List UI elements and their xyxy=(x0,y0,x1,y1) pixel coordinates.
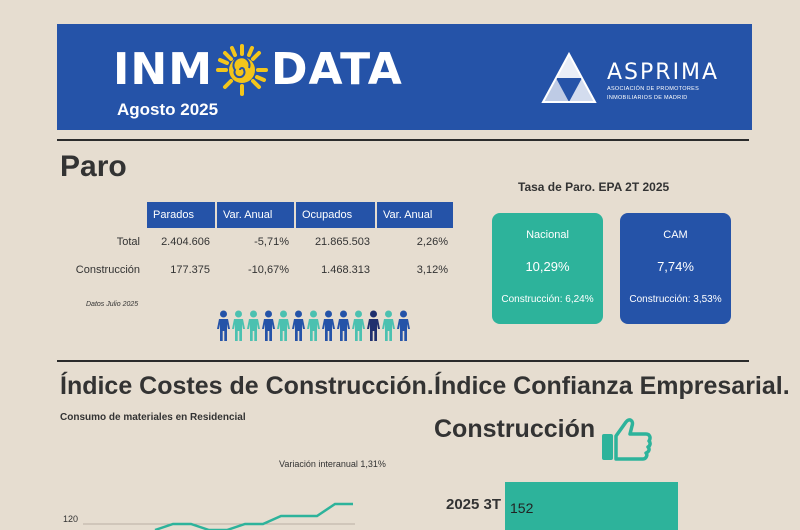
person-icon xyxy=(292,310,305,341)
person-icon xyxy=(262,310,275,341)
col-header-var-anual-2: Var. Anual xyxy=(376,202,455,228)
tasa-title: Tasa de Paro. EPA 2T 2025 xyxy=(518,180,670,194)
y-tick-label: 120 xyxy=(63,514,78,524)
confianza-title-line1: Índice Confianza Empresarial. xyxy=(434,372,790,400)
person-icon xyxy=(352,310,365,341)
person-icon xyxy=(367,310,380,341)
partner-name: ASPRIMA xyxy=(607,60,720,85)
data-note: Datos Julio 2025 xyxy=(86,301,139,308)
table-corner xyxy=(60,202,147,228)
table-row: Construcción 177.375 -10,67% 1.468.313 3… xyxy=(60,256,454,284)
variation-label: Variación interanual 1,31% xyxy=(279,459,386,469)
partner-sub-2: INMOBILIARIOS DE MADRID xyxy=(607,95,688,101)
table-cell: 2,26% xyxy=(416,236,448,248)
costes-line-chart: Variación interanual 1,31% 120 xyxy=(63,459,386,530)
series-line xyxy=(154,502,353,530)
col-header-ocupados: Ocupados xyxy=(295,202,377,228)
card-construction: Construcción: 6,24% xyxy=(501,294,594,305)
brand-right-text: DATA xyxy=(270,44,403,95)
bar-value: 152 xyxy=(510,500,534,516)
table-cell: 3,12% xyxy=(416,264,448,276)
card-value: 10,29% xyxy=(525,259,570,274)
table-cell: -5,71% xyxy=(254,236,289,248)
col-header-var-anual: Var. Anual xyxy=(216,202,296,228)
card-cam: CAM 7,74% Construcción: 3,53% xyxy=(620,213,731,324)
people-pictogram xyxy=(216,310,411,342)
row-label: Construcción xyxy=(75,264,140,276)
person-icon xyxy=(307,310,320,341)
person-icon xyxy=(247,310,260,341)
asprima-triangle-icon xyxy=(541,52,597,103)
table-cell: 2.404.606 xyxy=(161,236,210,248)
col-header-parados: Parados xyxy=(146,202,217,228)
table-cell: -10,67% xyxy=(248,264,289,276)
person-icon xyxy=(337,310,350,341)
confianza-bar xyxy=(505,482,678,530)
paro-title: Paro xyxy=(60,150,127,183)
header-banner: INM DATA Agosto 2025 ASPRIMA ASOCI xyxy=(57,24,752,130)
confianza-title-line2: Construcción xyxy=(434,415,596,443)
table-cell: 177.375 xyxy=(170,264,210,276)
person-icon xyxy=(277,310,290,341)
table-header-row: Parados Var. Anual Ocupados Var. Anual xyxy=(60,202,455,228)
row-label: Total xyxy=(116,236,140,248)
card-name: Nacional xyxy=(526,229,569,241)
card-nacional: Nacional 10,29% Construcción: 6,24% xyxy=(492,213,603,324)
partner-sub-1: ASOCIACIÓN DE PROMOTORES xyxy=(607,86,700,92)
table-cell: 1.468.313 xyxy=(321,264,370,276)
section-divider xyxy=(57,360,749,362)
person-icon xyxy=(217,310,230,341)
costes-subtitle: Consumo de materiales en Residencial xyxy=(60,412,246,423)
person-icon xyxy=(382,310,395,341)
edition-date: Agosto 2025 xyxy=(117,100,219,119)
inmodata-logo: INM DATA xyxy=(113,44,403,96)
brand-left-text: INM xyxy=(113,44,213,95)
person-icon xyxy=(322,310,335,341)
bar-label: 2025 3T xyxy=(446,496,502,513)
person-icon xyxy=(232,310,245,341)
card-construction: Construcción: 3,53% xyxy=(629,294,722,305)
person-icon xyxy=(397,310,410,341)
paro-table: Parados Var. Anual Ocupados Var. Anual T… xyxy=(60,202,455,284)
thumbs-up-icon xyxy=(602,418,652,461)
section-divider xyxy=(57,139,749,141)
sun-icon xyxy=(215,44,268,96)
table-cell: 21.865.503 xyxy=(314,236,370,248)
asprima-logo: ASPRIMA ASOCIACIÓN DE PROMOTORES INMOBIL… xyxy=(541,52,719,104)
costes-title: Índice Costes de Construcción. xyxy=(60,372,434,400)
card-name: CAM xyxy=(663,229,688,241)
card-value: 7,74% xyxy=(657,259,694,274)
table-row: Total 2.404.606 -5,71% 21.865.503 2,26% xyxy=(60,228,454,256)
